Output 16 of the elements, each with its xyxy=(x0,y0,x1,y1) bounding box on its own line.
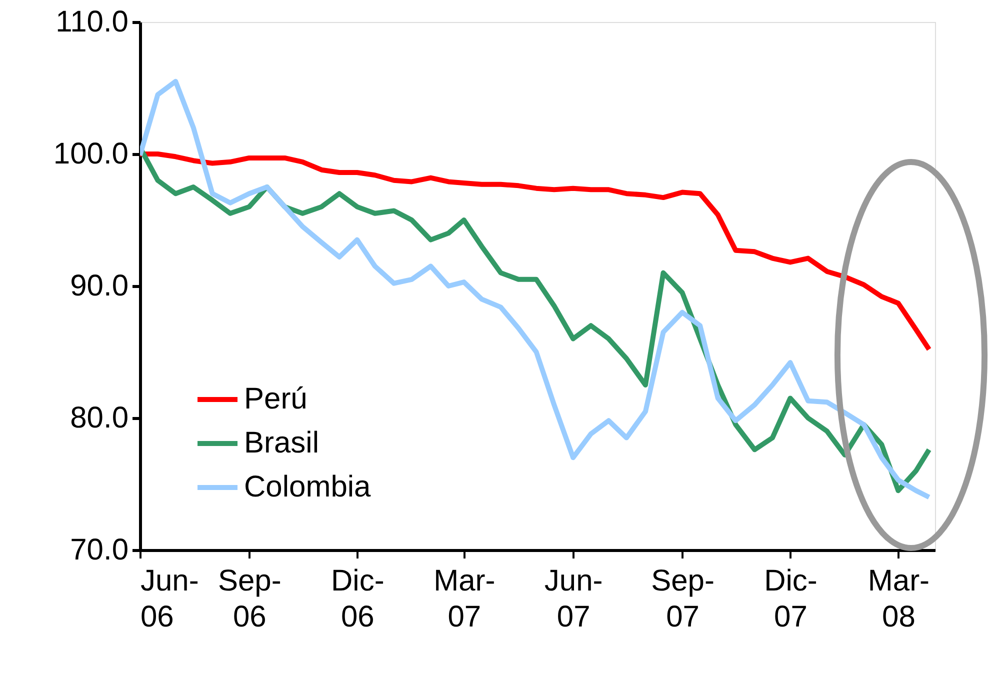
legend-label: Brasil xyxy=(244,426,320,460)
y-tick-label: 80.0 xyxy=(70,402,128,434)
y-tick-label: 70.0 xyxy=(70,534,128,566)
x-tick-label: Sep-07 xyxy=(651,564,714,634)
x-tick-label: Jun-07 xyxy=(544,564,603,634)
x-tick-label: Dic-07 xyxy=(764,564,818,634)
x-tick-label: Mar-08 xyxy=(868,564,930,634)
legend-label: Perú xyxy=(244,382,308,416)
x-tick-label: Dic-06 xyxy=(330,564,384,634)
x-tick-label: Sep-06 xyxy=(218,564,282,634)
y-tick-label: 90.0 xyxy=(70,270,128,302)
x-tick-label: Jun-06 xyxy=(140,564,199,634)
y-tick-label: 100.0 xyxy=(53,138,128,170)
y-tick-label: 110.0 xyxy=(56,6,128,38)
x-tick-label: Mar-07 xyxy=(434,564,496,634)
legend-label: Colombia xyxy=(244,470,372,504)
